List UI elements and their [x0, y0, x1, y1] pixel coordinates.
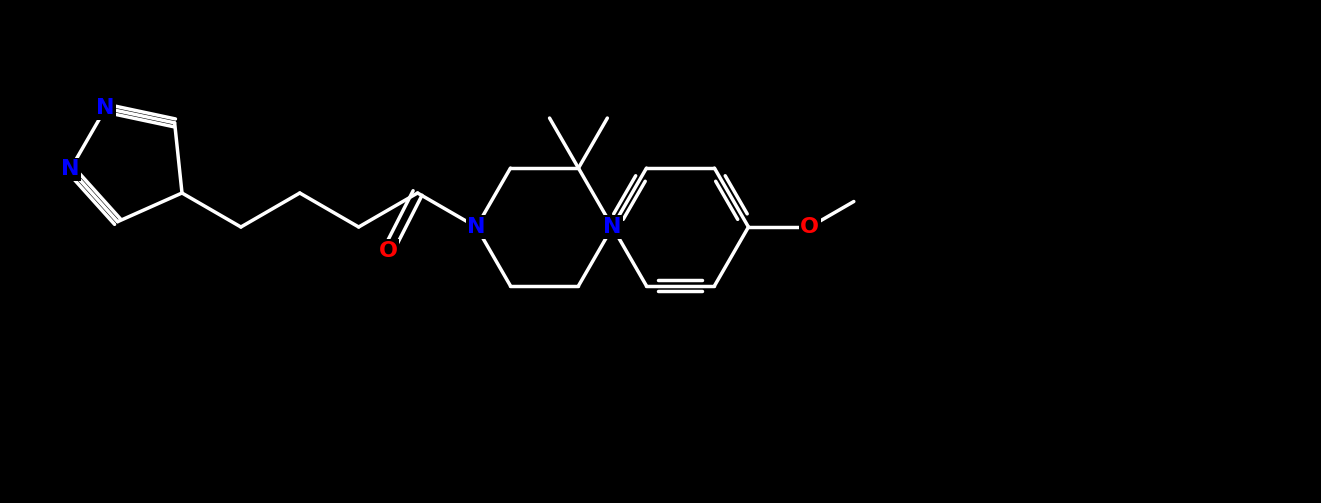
Text: N: N	[468, 217, 486, 237]
Text: N: N	[96, 98, 115, 118]
Text: N: N	[604, 217, 622, 237]
Text: N: N	[61, 159, 79, 179]
Text: O: O	[801, 217, 819, 237]
Text: O: O	[379, 241, 398, 261]
